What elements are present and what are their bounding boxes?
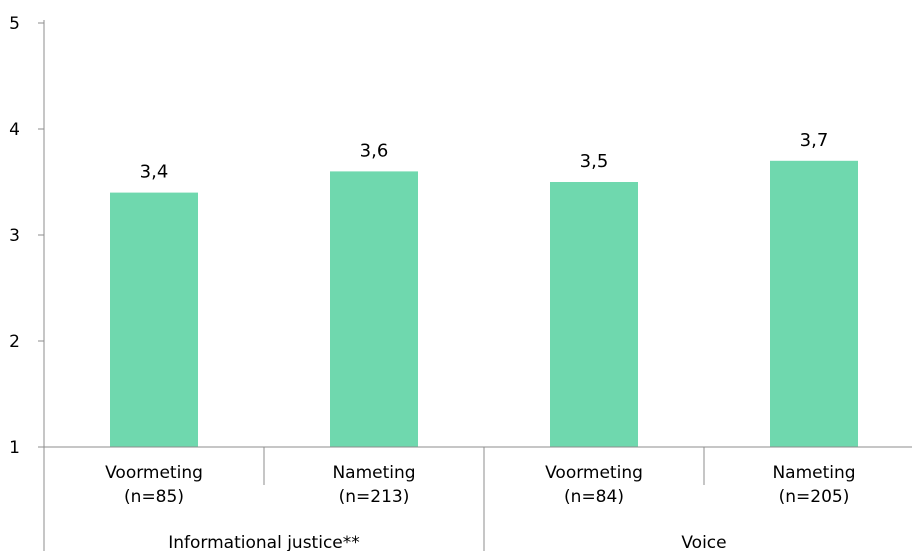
bar [550, 182, 638, 447]
category-sublabel: (n=213) [339, 487, 410, 507]
bar [110, 192, 198, 447]
y-tick-label: 3 [9, 226, 20, 246]
value-labels: 3,4 3,6 3,5 3,7 [140, 130, 829, 183]
value-label: 3,5 [580, 151, 609, 172]
group-label: Informational justice** [168, 533, 360, 551]
category-label: Nameting [332, 463, 415, 483]
bar [330, 171, 418, 447]
category-label: Voormeting [105, 463, 203, 483]
value-label: 3,4 [140, 162, 169, 183]
category-label: Voormeting [545, 463, 643, 483]
value-label: 3,6 [360, 140, 389, 161]
y-tick-label: 5 [9, 14, 20, 34]
y-tick-label: 4 [9, 120, 20, 140]
category-sublabel: (n=84) [564, 487, 624, 507]
y-tick-label: 1 [9, 438, 20, 458]
x-axis: Voormeting (n=85) Nameting (n=213) Voormetin… [38, 446, 912, 551]
bar [770, 160, 858, 448]
group-label: Voice [681, 533, 726, 551]
category-label: Nameting [772, 463, 855, 483]
bars [110, 160, 858, 448]
category-sublabel: (n=205) [779, 487, 850, 507]
y-tick-label: 2 [9, 332, 20, 352]
value-label: 3,7 [800, 130, 829, 151]
category-sublabel: (n=85) [124, 487, 184, 507]
y-axis: 1 2 3 4 5 [9, 14, 45, 551]
